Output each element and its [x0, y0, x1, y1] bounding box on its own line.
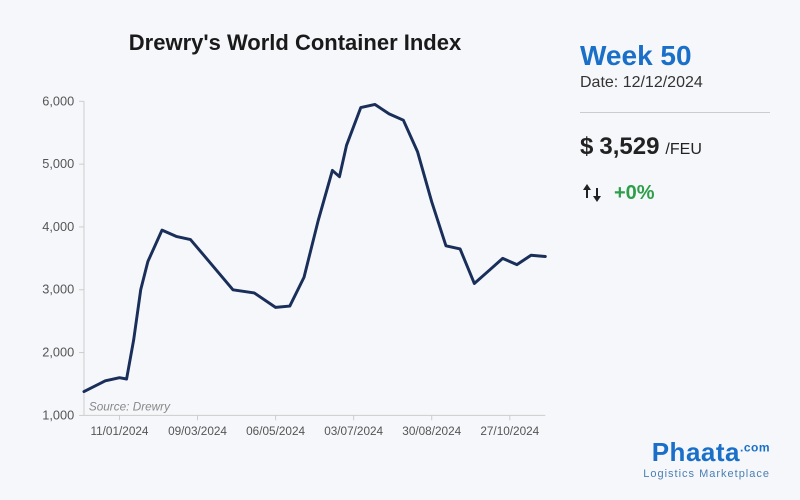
svg-text:09/03/2024: 09/03/2024 [168, 425, 227, 438]
svg-text:1,000: 1,000 [42, 407, 74, 422]
up-down-arrows-icon [580, 181, 604, 205]
chart-area: Drewry's World Container Index 1,000 2,00… [30, 30, 560, 480]
svg-text:2,000: 2,000 [42, 345, 74, 360]
change-row: +0% [580, 181, 770, 205]
svg-text:4,000: 4,000 [42, 219, 74, 234]
logo-text: Phaata [652, 437, 740, 467]
svg-text:06/05/2024: 06/05/2024 [246, 425, 305, 438]
price-row: $ 3,529/FEU [580, 133, 770, 161]
logo-main: Phaata.com [580, 437, 770, 468]
line-chart: 1,000 2,000 3,000 4,000 5,000 6,000 11/01/2024… [30, 76, 560, 480]
svg-text:5,000: 5,000 [42, 156, 74, 171]
change-value: +0% [614, 182, 655, 205]
svg-text:03/07/2024: 03/07/2024 [324, 425, 383, 438]
svg-text:Source: Drewry: Source: Drewry [89, 401, 171, 414]
logo-sub: Logistics Marketplace [580, 468, 770, 480]
logo-suffix: .com [740, 440, 770, 454]
sidebar-divider [580, 112, 770, 113]
date-label: Date: 12/12/2024 [580, 74, 770, 92]
svg-text:30/08/2024: 30/08/2024 [402, 425, 461, 438]
week-label: Week 50 [580, 40, 770, 72]
price-value: 3,529 [599, 133, 659, 161]
svg-text:6,000: 6,000 [42, 93, 74, 108]
chart-title: Drewry's World Container Index [30, 30, 560, 56]
logo: Phaata.com Logistics Marketplace [580, 437, 770, 480]
currency-icon: $ [580, 133, 593, 161]
svg-text:11/01/2024: 11/01/2024 [90, 425, 148, 438]
svg-text:3,000: 3,000 [42, 282, 74, 297]
price-unit: /FEU [665, 141, 701, 159]
sidebar: Week 50 Date: 12/12/2024 $ 3,529/FEU +0%… [580, 30, 770, 480]
svg-text:27/10/2024: 27/10/2024 [480, 425, 539, 438]
chart-container: 1,000 2,000 3,000 4,000 5,000 6,000 11/01/2024… [30, 76, 560, 480]
